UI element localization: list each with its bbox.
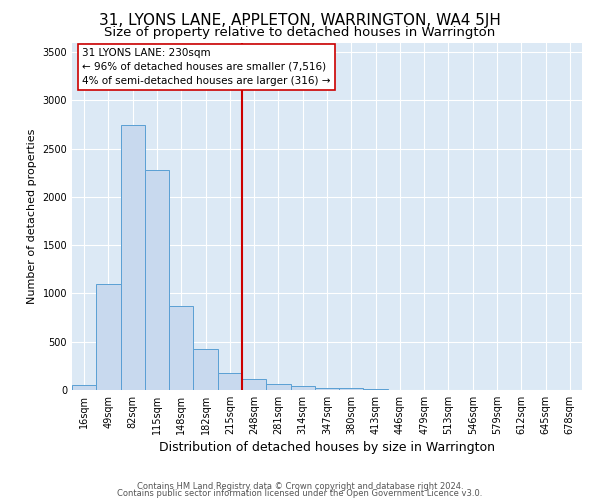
Text: 31 LYONS LANE: 230sqm
← 96% of detached houses are smaller (7,516)
4% of semi-de: 31 LYONS LANE: 230sqm ← 96% of detached … [82, 48, 331, 86]
Y-axis label: Number of detached properties: Number of detached properties [27, 128, 37, 304]
Bar [290, 386, 315, 390]
Bar [315, 388, 339, 390]
Bar [72, 385, 96, 390]
Bar [169, 306, 193, 390]
Bar [242, 380, 266, 390]
Text: 31, LYONS LANE, APPLETON, WARRINGTON, WA4 5JH: 31, LYONS LANE, APPLETON, WARRINGTON, WA… [99, 12, 501, 28]
Bar [96, 284, 121, 390]
Text: Contains public sector information licensed under the Open Government Licence v3: Contains public sector information licen… [118, 488, 482, 498]
Text: Contains HM Land Registry data © Crown copyright and database right 2024.: Contains HM Land Registry data © Crown c… [137, 482, 463, 491]
X-axis label: Distribution of detached houses by size in Warrington: Distribution of detached houses by size … [159, 441, 495, 454]
Bar [145, 170, 169, 390]
Bar [193, 350, 218, 390]
Bar [121, 124, 145, 390]
Bar [364, 389, 388, 390]
Text: Size of property relative to detached houses in Warrington: Size of property relative to detached ho… [104, 26, 496, 39]
Bar [218, 373, 242, 390]
Bar [266, 384, 290, 390]
Bar [339, 388, 364, 390]
